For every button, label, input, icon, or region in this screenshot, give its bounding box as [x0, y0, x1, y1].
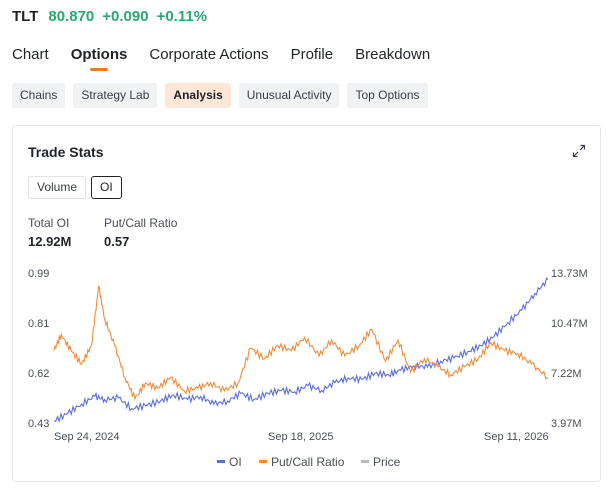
last-price: 80.870	[48, 8, 95, 25]
legend-label-put-call-ratio: Put/Call Ratio	[271, 455, 345, 469]
quote-header: TLT 80.870 +0.090 +0.11%	[12, 8, 207, 25]
right-axis: 13.73M 10.47M 7.22M 3.97M	[551, 268, 588, 430]
expand-icon[interactable]	[572, 144, 586, 158]
card-title: Trade Stats	[28, 144, 104, 160]
put-call-ratio-series-line	[53, 284, 549, 401]
legend-label-oi: OI	[229, 455, 242, 469]
legend-swatch-oi	[217, 460, 225, 463]
left-tick-label: 0.62	[28, 368, 49, 380]
total-oi-value: 12.92M	[28, 234, 72, 249]
tab-profile[interactable]: Profile	[290, 46, 334, 63]
right-tick-label: 3.97M	[551, 418, 582, 430]
subtab-unusual-activity[interactable]: Unusual Activity	[238, 83, 340, 108]
chart-legend: OI Put/Call Ratio Price	[217, 455, 401, 469]
x-axis: Sep 24, 2024 Sep 18, 2025 Sep 11, 2026	[54, 431, 549, 443]
left-tick-label: 0.81	[28, 318, 49, 330]
legend-swatch-put-call-ratio	[259, 460, 267, 463]
tab-breakdown[interactable]: Breakdown	[355, 46, 431, 63]
legend-swatch-price	[361, 460, 369, 463]
left-axis: 0.99 0.81 0.62 0.43	[28, 268, 49, 430]
right-tick-label: 7.22M	[551, 368, 582, 380]
oi-toggle-button[interactable]: OI	[91, 176, 122, 199]
main-tabs: Chart Options Corporate Actions Profile …	[12, 46, 430, 63]
trade-stats-card: Trade Stats Volume OI Total OI 12.92M Pu…	[12, 125, 601, 482]
options-subtabs: Chains Strategy Lab Analysis Unusual Act…	[12, 83, 428, 108]
total-oi-label: Total OI	[28, 216, 70, 230]
price-change: +0.090	[102, 8, 149, 25]
put-call-ratio-label: Put/Call Ratio	[104, 216, 178, 230]
tab-chart[interactable]: Chart	[12, 46, 49, 63]
price-change-percent: +0.11%	[156, 8, 208, 25]
tab-options[interactable]: Options	[70, 46, 128, 63]
right-tick-label: 13.73M	[551, 268, 588, 280]
right-tick-label: 10.47M	[551, 318, 588, 330]
left-tick-label: 0.43	[28, 418, 49, 430]
plot-area	[53, 277, 549, 424]
left-tick-label: 0.99	[28, 268, 49, 280]
subtab-strategy-lab[interactable]: Strategy Lab	[73, 83, 158, 108]
price-group: 80.870 +0.090 +0.11%	[48, 8, 207, 25]
volume-toggle-button[interactable]: Volume	[28, 176, 87, 199]
legend-item-oi[interactable]: OI	[217, 455, 242, 469]
x-tick-label: Sep 18, 2025	[268, 431, 333, 443]
subtab-analysis[interactable]: Analysis	[165, 83, 231, 108]
legend-item-put-call-ratio[interactable]: Put/Call Ratio	[259, 455, 345, 469]
legend-item-price[interactable]: Price	[361, 455, 401, 469]
x-tick-label: Sep 24, 2024	[54, 431, 119, 443]
oi-series-line	[53, 277, 549, 424]
put-call-ratio-value: 0.57	[104, 234, 130, 249]
subtab-chains[interactable]: Chains	[12, 83, 66, 108]
tab-corporate-actions[interactable]: Corporate Actions	[149, 46, 269, 63]
x-tick-label: Sep 11, 2026	[484, 431, 549, 443]
ticker-symbol: TLT	[12, 8, 39, 25]
trade-stats-chart: 0.99 0.81 0.62 0.43 13.73M 10.47M 7.22M …	[28, 268, 588, 469]
subtab-top-options[interactable]: Top Options	[347, 83, 428, 108]
legend-label-price: Price	[373, 455, 401, 469]
